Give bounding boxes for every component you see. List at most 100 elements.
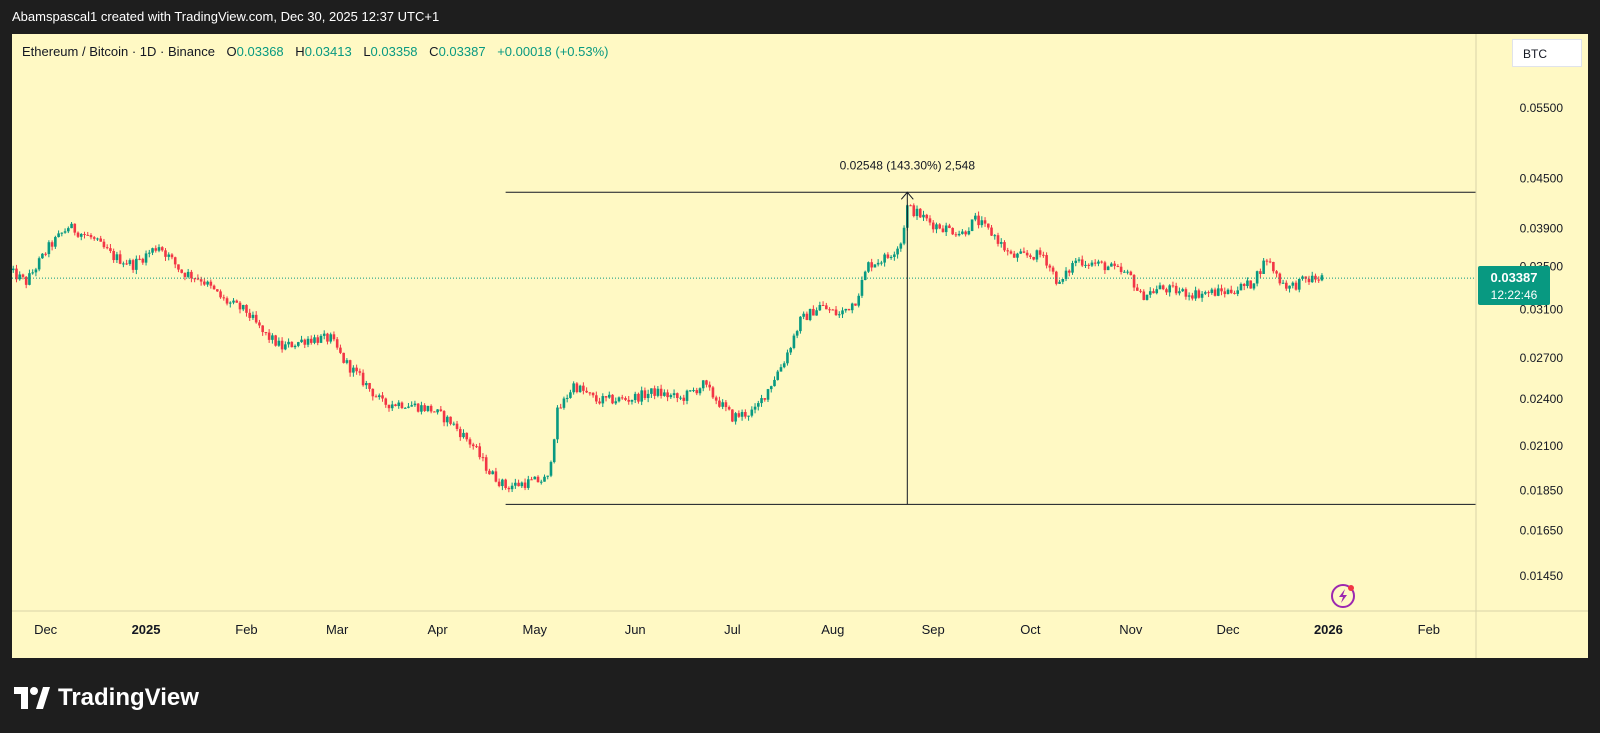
attribution-text: Abamspascal1 created with TradingView.co…	[12, 9, 440, 24]
candle	[112, 248, 115, 263]
candle	[766, 388, 770, 403]
candle	[682, 394, 686, 405]
tradingview-logo-icon	[14, 687, 50, 709]
candle	[637, 392, 640, 404]
candle	[815, 307, 818, 316]
candle	[355, 364, 358, 375]
candle	[1197, 288, 1201, 299]
candle	[284, 341, 287, 351]
candle	[556, 405, 559, 444]
candle	[1110, 262, 1113, 267]
candle	[1191, 292, 1194, 301]
candle	[1116, 264, 1120, 268]
candle	[73, 223, 77, 236]
candle	[607, 391, 611, 399]
candle	[530, 476, 533, 481]
candle	[507, 486, 511, 493]
candle	[96, 237, 99, 241]
candle	[727, 405, 731, 411]
candle	[740, 409, 744, 421]
candle	[653, 385, 656, 400]
candle	[867, 261, 870, 273]
y-tick-label: 0.01450	[1520, 569, 1564, 583]
time-axis[interactable]: Dec 2025 Feb Mar Apr May Jun Jul Aug Sep Oct Nov Dec…	[34, 622, 1440, 637]
candle	[309, 335, 313, 345]
candle	[251, 311, 255, 320]
candle	[1058, 279, 1061, 284]
candle	[475, 444, 478, 448]
candle	[429, 404, 433, 414]
candle	[21, 273, 25, 280]
candle	[1210, 287, 1214, 295]
footer-brand[interactable]: TradingView	[14, 684, 199, 712]
low-label: L	[363, 44, 371, 59]
candle	[928, 215, 932, 226]
candle	[834, 306, 838, 316]
candle	[986, 223, 990, 230]
candle	[818, 301, 822, 311]
candle	[893, 251, 896, 261]
candle	[131, 258, 135, 273]
candle	[423, 403, 426, 412]
candle	[695, 387, 699, 396]
currency-button[interactable]: BTC	[1512, 39, 1582, 67]
candle	[89, 233, 93, 240]
y-tick-label: 0.02700	[1520, 351, 1564, 365]
candle	[792, 333, 796, 350]
candle	[1019, 248, 1022, 254]
candle	[1152, 288, 1155, 294]
candle	[209, 279, 213, 289]
candle	[1229, 285, 1233, 294]
candle	[983, 217, 987, 227]
candle	[711, 385, 715, 400]
candle	[241, 304, 245, 312]
lightning-icon[interactable]	[1331, 584, 1355, 608]
candle	[1006, 247, 1010, 256]
candle	[1265, 258, 1269, 266]
candle	[416, 403, 420, 413]
candlestick-chart[interactable]: 0.02548 (143.30%) 2,548 0.05500 0.04500 0.…	[12, 34, 1588, 658]
candle	[604, 395, 608, 402]
candle	[109, 243, 112, 254]
candle	[789, 346, 792, 355]
candle	[663, 389, 666, 397]
price-axis[interactable]: 0.055000.045000.039000.035000.031000.027…	[1520, 101, 1564, 583]
symbol-name[interactable]: Ethereum / Bitcoin · 1D · Binance	[22, 44, 215, 59]
candle	[1145, 294, 1149, 301]
candle	[935, 222, 938, 234]
chart-pane[interactable]: 0.02548 (143.30%) 2,548 0.05500 0.04500 0.…	[12, 34, 1588, 658]
candle	[627, 395, 631, 405]
candle	[147, 249, 151, 258]
x-tick-label: 2025	[132, 622, 161, 637]
candle	[238, 301, 242, 314]
candle	[400, 401, 404, 410]
candle	[951, 227, 954, 236]
price-badge: 0.03387 12:22:46	[1478, 266, 1550, 305]
price-badge-bg	[1478, 266, 1550, 305]
candle	[1035, 249, 1039, 263]
candle	[183, 272, 187, 281]
candle	[67, 226, 70, 234]
candle	[102, 238, 106, 249]
candle	[1174, 282, 1178, 296]
candle	[854, 303, 857, 306]
candle	[756, 400, 760, 411]
candle	[974, 212, 977, 222]
x-tick-label: Jun	[625, 622, 646, 637]
price-range-measure[interactable]: 0.02548 (143.30%) 2,548	[505, 158, 1476, 505]
candle	[1038, 247, 1042, 258]
candle	[371, 388, 375, 401]
candle	[196, 274, 200, 281]
candle	[76, 231, 80, 238]
candle	[1126, 269, 1129, 275]
candle	[1259, 268, 1262, 278]
candle	[491, 470, 494, 475]
candle	[1158, 282, 1162, 290]
candle	[235, 299, 239, 303]
candle	[808, 308, 812, 322]
x-tick-label: Apr	[427, 622, 448, 637]
candle	[348, 359, 352, 377]
candle	[996, 232, 1000, 247]
candle	[105, 244, 109, 250]
candle	[1252, 283, 1256, 291]
